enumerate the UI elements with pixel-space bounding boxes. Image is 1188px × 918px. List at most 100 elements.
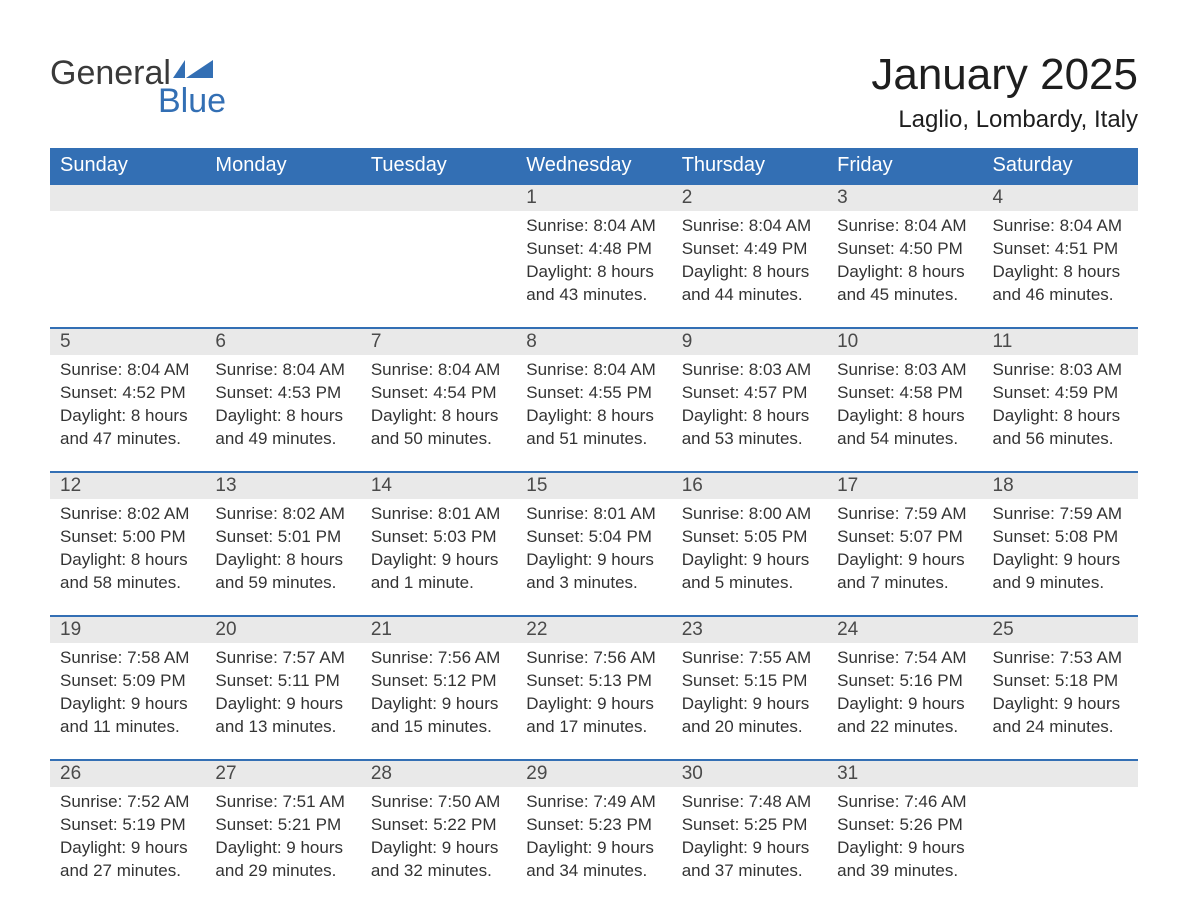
day-sunset: Sunset: 4:53 PM <box>215 382 350 405</box>
day-sunrise: Sunrise: 7:56 AM <box>526 647 661 670</box>
day-number: 15 <box>516 471 671 499</box>
day-daylight2: and 59 minutes. <box>215 572 350 595</box>
day-daylight1: Daylight: 8 hours <box>60 549 195 572</box>
calendar-cell <box>205 183 360 327</box>
day-body: Sunrise: 8:04 AMSunset: 4:49 PMDaylight:… <box>672 211 827 317</box>
day-sunrise: Sunrise: 7:54 AM <box>837 647 972 670</box>
calendar-cell: 9Sunrise: 8:03 AMSunset: 4:57 PMDaylight… <box>672 327 827 471</box>
day-sunset: Sunset: 5:11 PM <box>215 670 350 693</box>
day-daylight1: Daylight: 9 hours <box>526 693 661 716</box>
day-daylight1: Daylight: 9 hours <box>837 837 972 860</box>
calendar-cell: 31Sunrise: 7:46 AMSunset: 5:26 PMDayligh… <box>827 759 982 903</box>
calendar-cell: 20Sunrise: 7:57 AMSunset: 5:11 PMDayligh… <box>205 615 360 759</box>
day-daylight1: Daylight: 9 hours <box>682 693 817 716</box>
dow-header: Saturday <box>983 148 1138 183</box>
day-number: 4 <box>983 183 1138 211</box>
header-row: General Blue January 2025 Laglio, Lombar… <box>50 50 1138 134</box>
day-daylight2: and 27 minutes. <box>60 860 195 883</box>
day-number <box>205 183 360 211</box>
day-number: 26 <box>50 759 205 787</box>
day-daylight1: Daylight: 8 hours <box>526 261 661 284</box>
dow-header: Wednesday <box>516 148 671 183</box>
day-daylight2: and 43 minutes. <box>526 284 661 307</box>
day-body: Sunrise: 8:03 AMSunset: 4:59 PMDaylight:… <box>983 355 1138 461</box>
title-block: January 2025 Laglio, Lombardy, Italy <box>871 50 1138 134</box>
calendar-cell: 3Sunrise: 8:04 AMSunset: 4:50 PMDaylight… <box>827 183 982 327</box>
day-sunrise: Sunrise: 8:04 AM <box>60 359 195 382</box>
day-sunset: Sunset: 5:04 PM <box>526 526 661 549</box>
day-number: 25 <box>983 615 1138 643</box>
day-sunset: Sunset: 5:23 PM <box>526 814 661 837</box>
day-sunset: Sunset: 4:51 PM <box>993 238 1128 261</box>
day-body <box>983 787 1138 801</box>
day-number: 24 <box>827 615 982 643</box>
day-daylight1: Daylight: 8 hours <box>837 261 972 284</box>
calendar-cell: 5Sunrise: 8:04 AMSunset: 4:52 PMDaylight… <box>50 327 205 471</box>
day-sunrise: Sunrise: 8:02 AM <box>60 503 195 526</box>
day-daylight1: Daylight: 9 hours <box>682 549 817 572</box>
calendar-cell: 10Sunrise: 8:03 AMSunset: 4:58 PMDayligh… <box>827 327 982 471</box>
day-body: Sunrise: 8:04 AMSunset: 4:50 PMDaylight:… <box>827 211 982 317</box>
location: Laglio, Lombardy, Italy <box>871 106 1138 134</box>
day-sunset: Sunset: 5:08 PM <box>993 526 1128 549</box>
day-sunrise: Sunrise: 7:59 AM <box>993 503 1128 526</box>
day-number: 29 <box>516 759 671 787</box>
day-number: 16 <box>672 471 827 499</box>
dow-header: Tuesday <box>361 148 516 183</box>
calendar-cell: 24Sunrise: 7:54 AMSunset: 5:16 PMDayligh… <box>827 615 982 759</box>
day-sunset: Sunset: 5:22 PM <box>371 814 506 837</box>
day-daylight2: and 45 minutes. <box>837 284 972 307</box>
calendar-cell: 1Sunrise: 8:04 AMSunset: 4:48 PMDaylight… <box>516 183 671 327</box>
day-body: Sunrise: 7:53 AMSunset: 5:18 PMDaylight:… <box>983 643 1138 749</box>
day-sunrise: Sunrise: 8:03 AM <box>682 359 817 382</box>
day-sunset: Sunset: 5:07 PM <box>837 526 972 549</box>
day-sunset: Sunset: 5:00 PM <box>60 526 195 549</box>
day-number: 12 <box>50 471 205 499</box>
day-daylight2: and 13 minutes. <box>215 716 350 739</box>
day-daylight2: and 20 minutes. <box>682 716 817 739</box>
day-number: 13 <box>205 471 360 499</box>
calendar-week: 1Sunrise: 8:04 AMSunset: 4:48 PMDaylight… <box>50 183 1138 327</box>
brand-logo: General Blue <box>50 50 226 118</box>
day-sunrise: Sunrise: 8:00 AM <box>682 503 817 526</box>
day-sunset: Sunset: 4:54 PM <box>371 382 506 405</box>
calendar-cell: 11Sunrise: 8:03 AMSunset: 4:59 PMDayligh… <box>983 327 1138 471</box>
calendar-cell: 21Sunrise: 7:56 AMSunset: 5:12 PMDayligh… <box>361 615 516 759</box>
calendar-cell: 2Sunrise: 8:04 AMSunset: 4:49 PMDaylight… <box>672 183 827 327</box>
calendar-cell: 19Sunrise: 7:58 AMSunset: 5:09 PMDayligh… <box>50 615 205 759</box>
day-sunrise: Sunrise: 8:04 AM <box>526 215 661 238</box>
day-number: 6 <box>205 327 360 355</box>
day-sunset: Sunset: 5:03 PM <box>371 526 506 549</box>
day-daylight2: and 39 minutes. <box>837 860 972 883</box>
calendar-cell: 12 Sunrise: 8:02 AMSunset: 5:00 PMDayligh… <box>50 471 205 615</box>
day-number: 21 <box>361 615 516 643</box>
day-daylight2: and 51 minutes. <box>526 428 661 451</box>
day-daylight2: and 56 minutes. <box>993 428 1128 451</box>
brand-flag-icon <box>173 50 213 84</box>
day-daylight1: Daylight: 8 hours <box>682 261 817 284</box>
day-body: Sunrise: 8:03 AMSunset: 4:57 PMDaylight:… <box>672 355 827 461</box>
calendar-cell: 18Sunrise: 7:59 AMSunset: 5:08 PMDayligh… <box>983 471 1138 615</box>
day-daylight1: Daylight: 9 hours <box>371 837 506 860</box>
day-daylight1: Daylight: 9 hours <box>526 549 661 572</box>
calendar-cell <box>983 759 1138 903</box>
day-number: 1 <box>516 183 671 211</box>
day-daylight1: Daylight: 8 hours <box>215 549 350 572</box>
day-number: 20 <box>205 615 360 643</box>
day-daylight1: Daylight: 8 hours <box>993 405 1128 428</box>
day-sunset: Sunset: 4:52 PM <box>60 382 195 405</box>
day-number: 19 <box>50 615 205 643</box>
day-number: 30 <box>672 759 827 787</box>
day-sunrise: Sunrise: 7:49 AM <box>526 791 661 814</box>
day-daylight2: and 5 minutes. <box>682 572 817 595</box>
day-body: Sunrise: 7:57 AMSunset: 5:11 PMDaylight:… <box>205 643 360 749</box>
day-daylight1: Daylight: 9 hours <box>60 837 195 860</box>
day-sunset: Sunset: 5:09 PM <box>60 670 195 693</box>
calendar-cell: 25Sunrise: 7:53 AMSunset: 5:18 PMDayligh… <box>983 615 1138 759</box>
day-sunrise: Sunrise: 8:04 AM <box>993 215 1128 238</box>
day-number <box>983 759 1138 787</box>
calendar-cell: 8Sunrise: 8:04 AMSunset: 4:55 PMDaylight… <box>516 327 671 471</box>
day-daylight2: and 44 minutes. <box>682 284 817 307</box>
day-daylight2: and 17 minutes. <box>526 716 661 739</box>
day-sunset: Sunset: 4:58 PM <box>837 382 972 405</box>
